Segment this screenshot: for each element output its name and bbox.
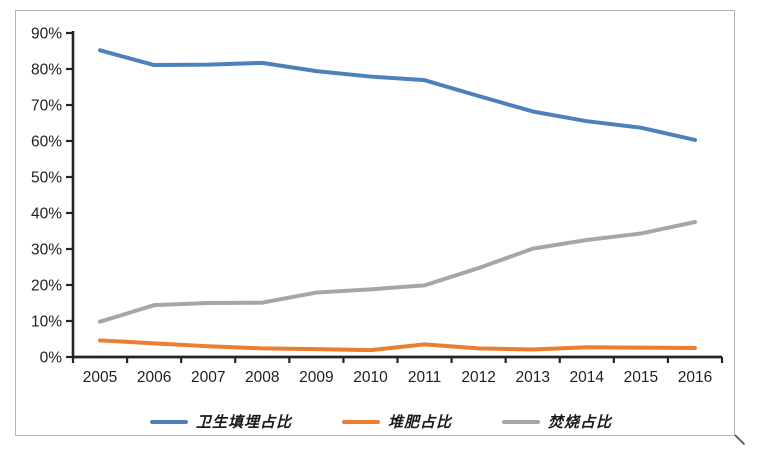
legend-item-compost: 堆肥占比 — [341, 411, 452, 432]
landfill-series-line — [98, 48, 697, 142]
x-tick-label: 2013 — [515, 369, 549, 386]
y-tick-label: 50% — [31, 170, 62, 187]
x-tick-label: 2005 — [83, 369, 117, 386]
compost-series-line — [98, 338, 697, 353]
legend-item-incineration: 焚烧占比 — [502, 411, 612, 432]
x-tick-label: 2006 — [137, 369, 171, 386]
y-tick-label: 20% — [31, 278, 62, 295]
landfill-line-swatch-icon — [149, 419, 188, 424]
x-tick-label: 2011 — [408, 369, 441, 386]
compost-line-swatch-icon — [341, 419, 380, 424]
legend-label-landfill: 卫生填埋占比 — [195, 415, 292, 431]
y-tick-label: 30% — [31, 242, 62, 259]
incineration-line-swatch-icon — [502, 419, 540, 424]
incineration-series-line — [98, 220, 697, 324]
legend-label-incineration: 焚烧占比 — [548, 415, 613, 431]
x-tick-label: 2016 — [678, 369, 712, 386]
x-tick-label: 2010 — [353, 369, 388, 386]
x-tick-label: 2007 — [191, 369, 225, 386]
chart-frame — [15, 10, 735, 436]
x-tick-label: 2014 — [570, 369, 605, 386]
y-tick-label: 0% — [40, 350, 63, 367]
legend-item-landfill: 卫生填埋占比 — [149, 411, 292, 432]
y-tick-label: 40% — [31, 206, 62, 223]
x-tick-label: 2012 — [461, 369, 495, 386]
legend: 卫生填埋占比 堆肥占比 焚烧占比 — [0, 411, 762, 432]
resize-handle-icon — [734, 434, 746, 446]
y-tick-label: 10% — [31, 314, 62, 331]
x-tick-label: 2015 — [624, 369, 658, 386]
y-tick-label: 90% — [31, 26, 62, 43]
x-tick-label: 2009 — [299, 369, 333, 386]
y-tick-label: 80% — [31, 62, 62, 79]
x-tick-label: 2008 — [245, 369, 279, 386]
legend-label-compost: 堆肥占比 — [387, 415, 452, 431]
y-tick-label: 60% — [31, 134, 62, 151]
y-tick-label: 70% — [31, 98, 62, 115]
